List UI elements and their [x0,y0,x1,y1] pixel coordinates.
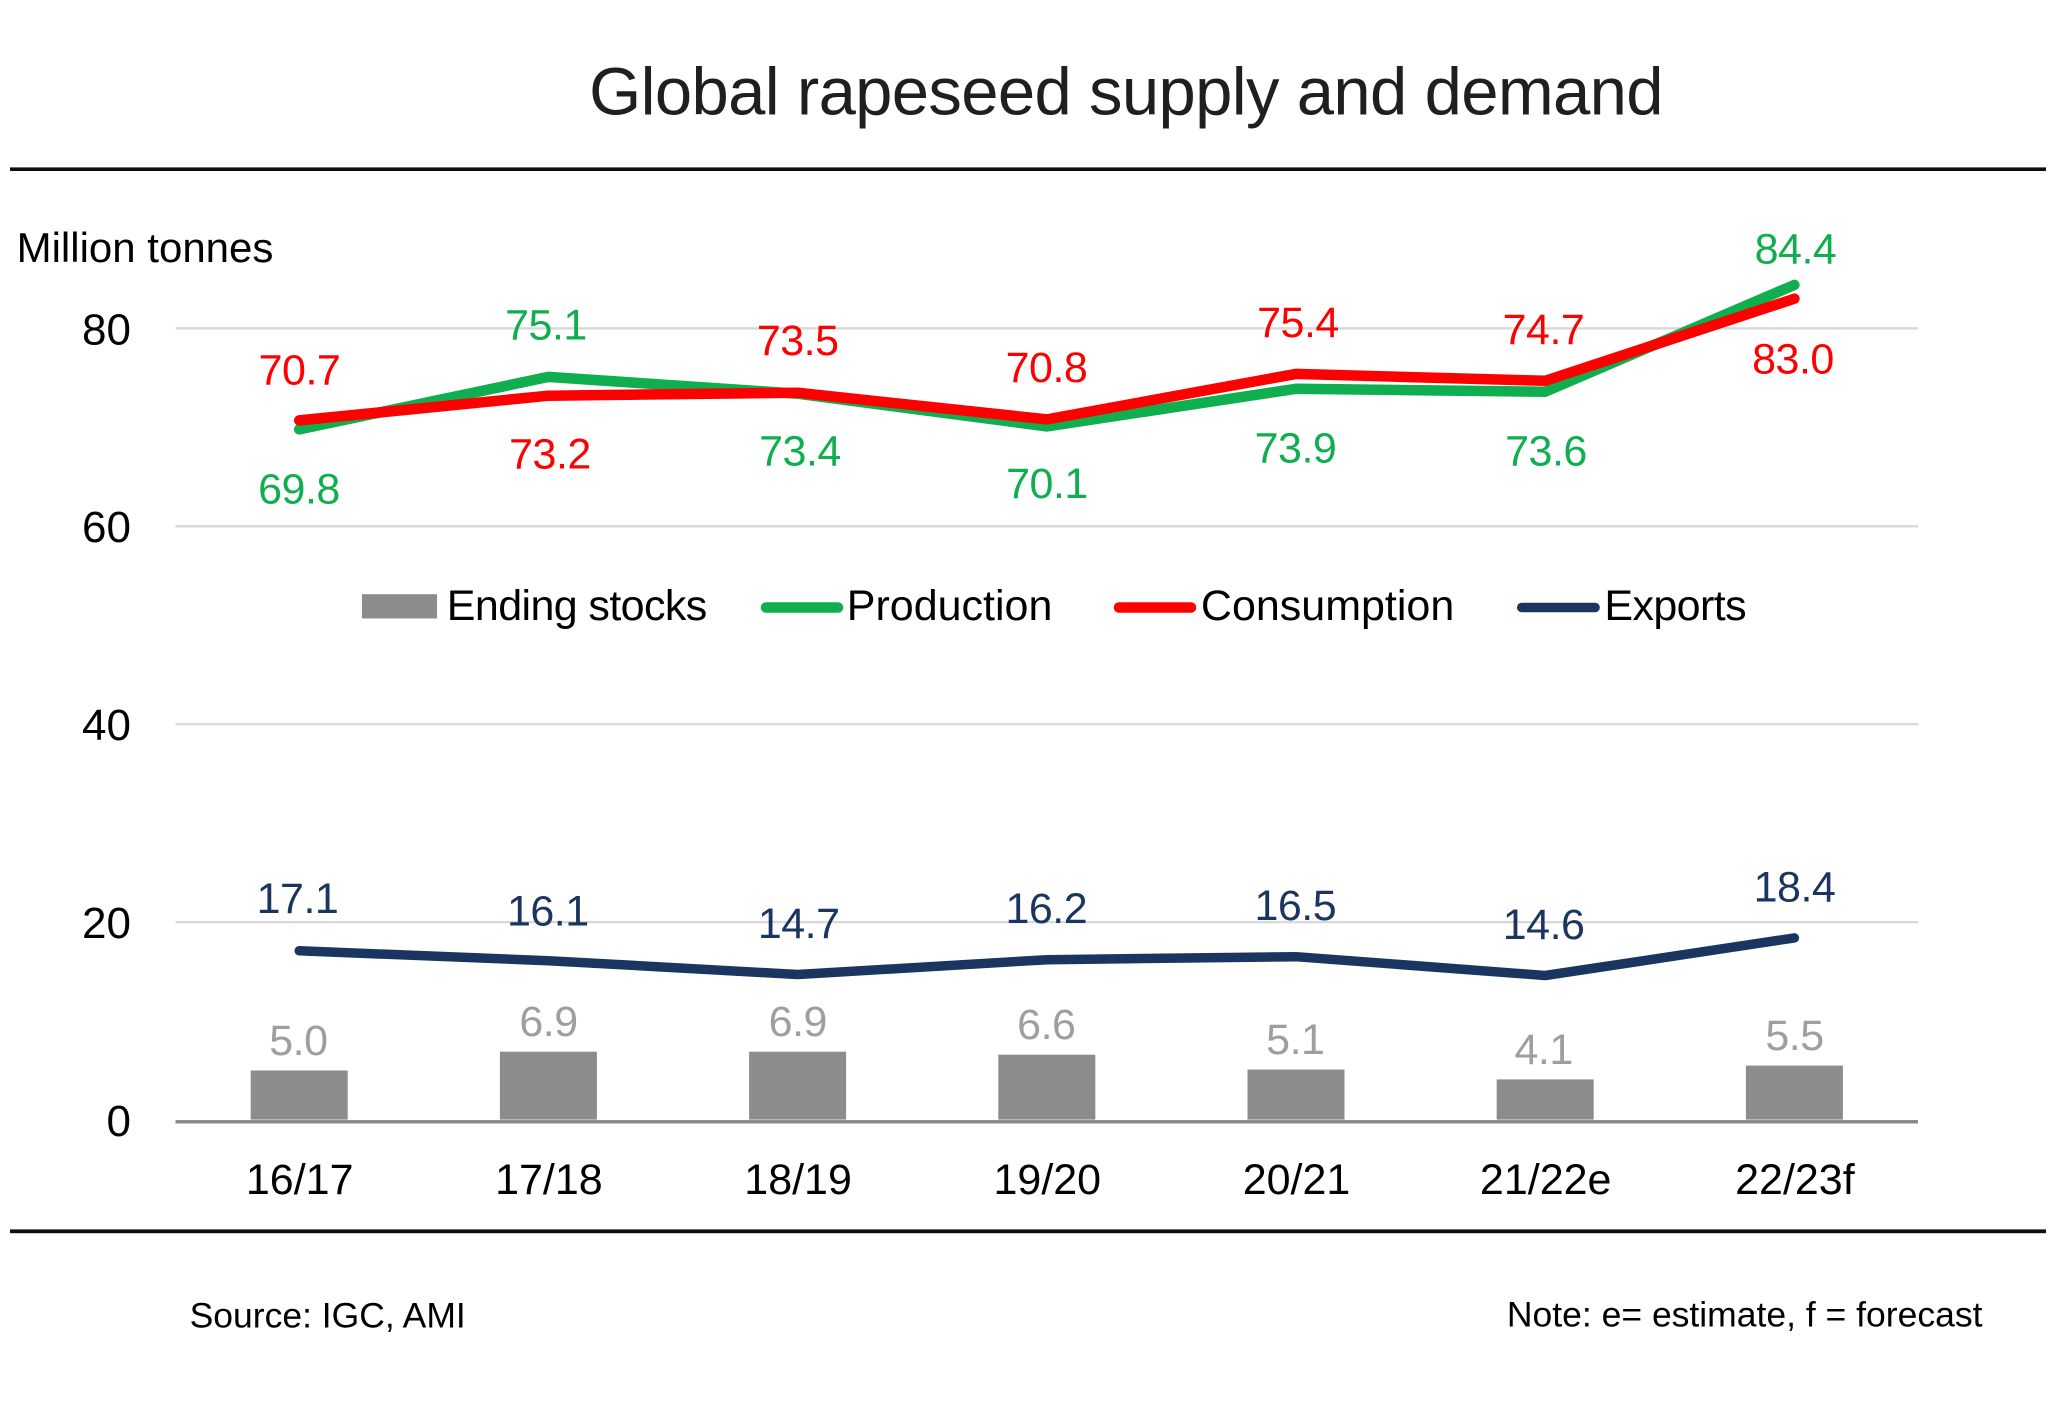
svg-text:20: 20 [82,899,131,948]
svg-text:16.1: 16.1 [507,887,589,935]
svg-text:Source: IGC, AMI: Source: IGC, AMI [190,1295,466,1335]
svg-text:16.5: 16.5 [1254,882,1336,930]
svg-text:5.5: 5.5 [1765,1012,1823,1060]
svg-text:75.1: 75.1 [505,302,587,350]
svg-text:60: 60 [82,503,131,552]
svg-text:22/23f: 22/23f [1735,1156,1856,1204]
svg-text:18/19: 18/19 [744,1156,852,1204]
svg-text:Note: e= estimate, f = forecas: Note: e= estimate, f = forecast [1507,1295,1983,1335]
svg-text:21/22e: 21/22e [1480,1156,1612,1204]
svg-text:70.7: 70.7 [259,346,341,394]
svg-text:4.1: 4.1 [1514,1026,1572,1074]
svg-text:5.0: 5.0 [269,1017,327,1065]
svg-text:73.9: 73.9 [1255,425,1337,473]
svg-text:Production: Production [847,582,1053,630]
svg-text:80: 80 [82,305,131,354]
svg-text:84.4: 84.4 [1755,226,1837,274]
svg-text:70.1: 70.1 [1006,460,1088,508]
svg-text:75.4: 75.4 [1257,299,1339,347]
svg-text:73.5: 73.5 [757,317,839,365]
svg-text:16.2: 16.2 [1005,885,1087,933]
svg-text:14.6: 14.6 [1503,901,1585,949]
svg-text:6.9: 6.9 [519,998,577,1046]
svg-text:5.1: 5.1 [1266,1016,1324,1064]
svg-text:6.9: 6.9 [769,998,827,1046]
svg-text:40: 40 [82,701,131,750]
svg-text:17.1: 17.1 [257,875,339,923]
svg-text:73.6: 73.6 [1505,427,1587,475]
svg-text:18.4: 18.4 [1754,863,1836,911]
svg-text:16/17: 16/17 [246,1156,354,1204]
svg-text:19/20: 19/20 [993,1156,1101,1204]
svg-text:17/18: 17/18 [495,1156,603,1204]
svg-text:70.8: 70.8 [1006,344,1088,392]
svg-text:73.4: 73.4 [759,428,841,476]
svg-text:Exports: Exports [1604,582,1746,630]
svg-text:83.0: 83.0 [1752,336,1834,384]
svg-text:6.6: 6.6 [1017,1001,1075,1049]
svg-text:74.7: 74.7 [1503,306,1585,354]
svg-text:Global rapeseed supply and dem: Global rapeseed supply and demand [589,54,1663,129]
svg-text:Consumption: Consumption [1201,582,1454,630]
svg-text:0: 0 [107,1097,131,1146]
svg-text:Million tonnes: Million tonnes [17,224,274,271]
svg-text:20/21: 20/21 [1243,1156,1351,1204]
svg-text:73.2: 73.2 [509,430,591,478]
svg-text:69.8: 69.8 [258,466,340,514]
svg-text:14.7: 14.7 [758,900,840,948]
svg-text:Ending stocks: Ending stocks [447,582,707,630]
